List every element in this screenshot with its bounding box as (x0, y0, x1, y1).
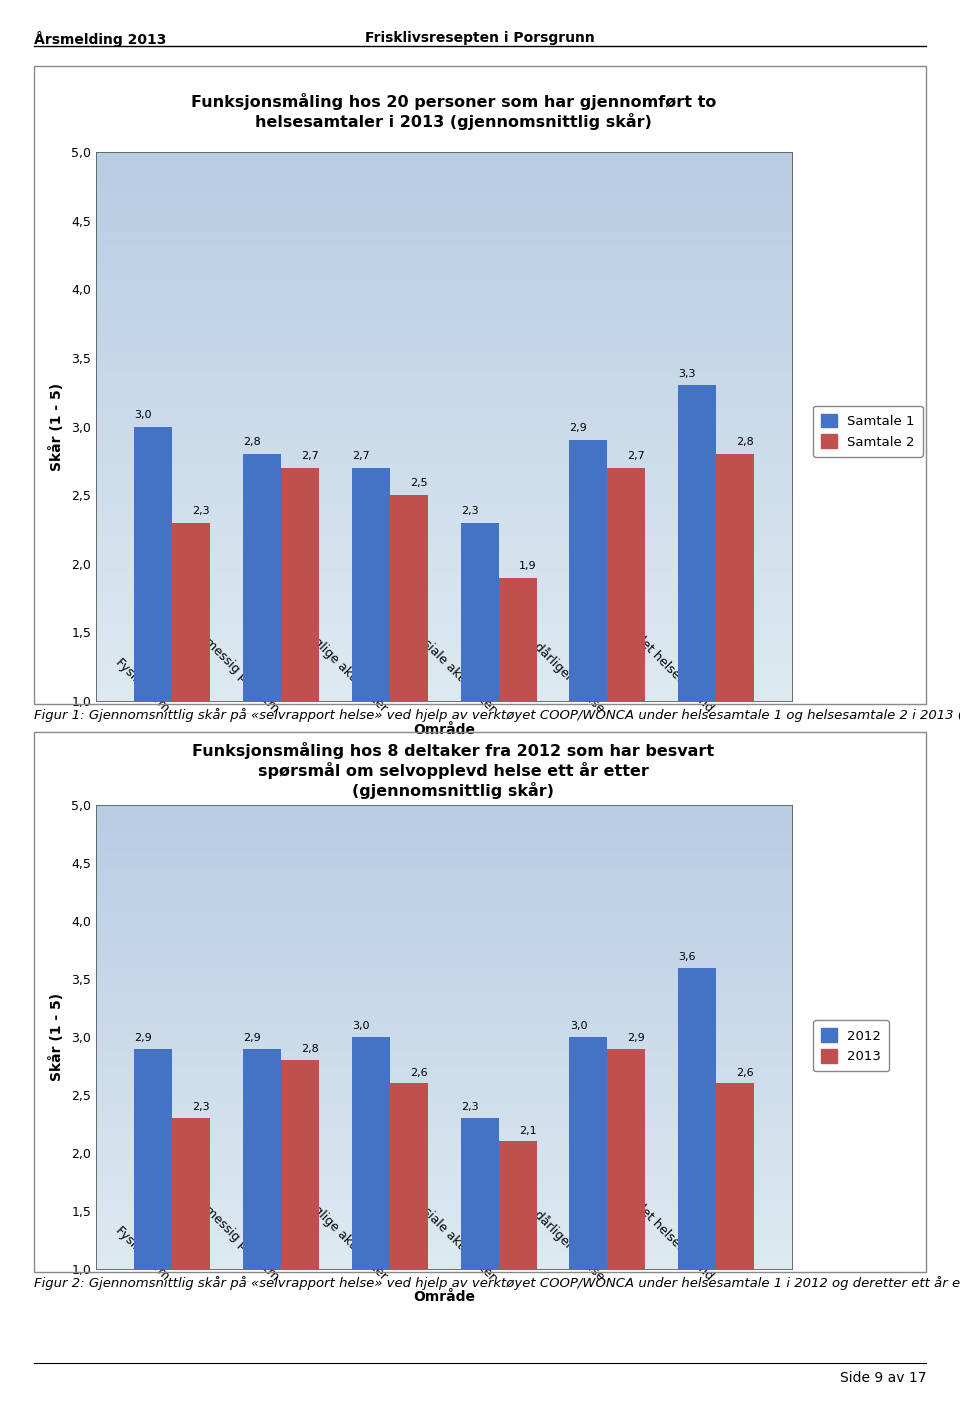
Text: 2,7: 2,7 (352, 451, 370, 461)
Bar (678, 967, 716, 1269)
Bar (134, 1049, 172, 1269)
Bar (608, 468, 645, 701)
Bar (351, 1037, 390, 1269)
Bar (281, 468, 319, 701)
Bar (281, 1060, 319, 1269)
Bar (678, 386, 716, 701)
Text: 2,8: 2,8 (736, 437, 755, 447)
Text: 3,0: 3,0 (134, 409, 152, 419)
Text: 2,8: 2,8 (301, 1044, 319, 1054)
Text: 2,3: 2,3 (461, 506, 478, 516)
Text: 3,0: 3,0 (352, 1021, 370, 1032)
Text: 1,9: 1,9 (518, 561, 537, 571)
Text: 2,9: 2,9 (628, 1033, 645, 1043)
Text: 2,9: 2,9 (569, 423, 588, 433)
Bar (243, 1049, 281, 1269)
Text: 2,7: 2,7 (628, 451, 645, 461)
Text: Side 9 av 17: Side 9 av 17 (840, 1371, 926, 1385)
Bar (498, 578, 537, 701)
Text: 2,6: 2,6 (410, 1067, 427, 1078)
Bar (134, 426, 172, 701)
Text: 2,7: 2,7 (301, 451, 319, 461)
Text: 2,6: 2,6 (736, 1067, 754, 1078)
Bar (461, 523, 498, 701)
Text: 2,1: 2,1 (518, 1126, 537, 1136)
X-axis label: Område: Område (413, 1290, 475, 1304)
Text: 2,9: 2,9 (243, 1033, 261, 1043)
Bar (716, 454, 755, 701)
Bar (390, 1084, 428, 1269)
Legend: Samtale 1, Samtale 2: Samtale 1, Samtale 2 (813, 405, 923, 457)
Legend: 2012, 2013: 2012, 2013 (813, 1021, 889, 1071)
Text: 3,6: 3,6 (679, 952, 696, 962)
X-axis label: Område: Område (413, 722, 475, 736)
Text: Funksjonsmåling hos 20 personer som har gjennomført to
helsesamtaler i 2013 (gje: Funksjonsmåling hos 20 personer som har … (190, 93, 716, 129)
Y-axis label: Skår (1 - 5): Skår (1 - 5) (49, 993, 64, 1081)
Bar (172, 523, 210, 701)
Text: 2,3: 2,3 (192, 1102, 210, 1112)
Y-axis label: Skår (1 - 5): Skår (1 - 5) (49, 383, 64, 471)
Text: 2,3: 2,3 (461, 1102, 478, 1112)
Text: 2,5: 2,5 (410, 478, 427, 488)
Text: Funksjonsmåling hos 8 deltaker fra 2012 som har besvart
spørsmål om selvopplevd : Funksjonsmåling hos 8 deltaker fra 2012 … (192, 743, 714, 799)
Bar (243, 454, 281, 701)
Bar (461, 1119, 498, 1269)
Bar (608, 1049, 645, 1269)
Text: Frisklivsresepten i Porsgrunn: Frisklivsresepten i Porsgrunn (365, 31, 595, 45)
Text: Figur 1: Gjennomsnittlig skår på «selvrapport helse» ved hjelp av verktøyet COOP: Figur 1: Gjennomsnittlig skår på «selvra… (34, 708, 960, 722)
Bar (498, 1141, 537, 1269)
Bar (569, 440, 608, 701)
Text: 2,9: 2,9 (134, 1033, 152, 1043)
Text: Årsmelding 2013: Årsmelding 2013 (34, 31, 166, 46)
Bar (351, 468, 390, 701)
Bar (716, 1084, 755, 1269)
Text: 2,3: 2,3 (192, 506, 210, 516)
Bar (390, 495, 428, 701)
Text: 3,3: 3,3 (679, 369, 696, 379)
Text: Figur 2: Gjennomsnittlig skår på «selvrapport helse» ved hjelp av verktøyet COOP: Figur 2: Gjennomsnittlig skår på «selvra… (34, 1276, 960, 1290)
Bar (569, 1037, 608, 1269)
Bar (172, 1119, 210, 1269)
Text: 3,0: 3,0 (570, 1021, 588, 1032)
Text: 2,8: 2,8 (243, 437, 261, 447)
